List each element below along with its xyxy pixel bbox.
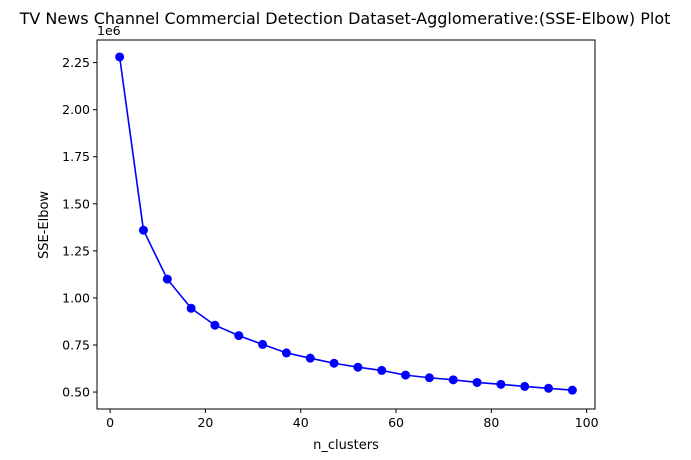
y-tick-label: 2.00 <box>62 102 90 117</box>
x-tick-label: 20 <box>197 415 213 430</box>
data-point <box>162 274 172 284</box>
y-tick-label: 1.25 <box>62 243 90 258</box>
data-point <box>448 375 458 385</box>
data-point <box>138 225 148 235</box>
data-point <box>377 365 387 375</box>
series-group <box>115 52 577 395</box>
data-point <box>258 339 268 349</box>
data-point <box>281 348 291 358</box>
y-axis-offset-label: 1e6 <box>97 23 121 38</box>
data-point <box>401 370 411 380</box>
y-tick-label: 0.50 <box>62 385 90 400</box>
x-axis-label: n_clusters <box>313 438 379 453</box>
data-point <box>186 303 196 313</box>
data-point <box>353 362 363 372</box>
data-point <box>115 52 125 62</box>
y-axis-label: SSE-Elbow <box>37 191 52 259</box>
chart-title: TV News Channel Commercial Detection Dat… <box>19 9 671 28</box>
data-point <box>424 373 434 383</box>
data-point <box>567 385 577 395</box>
plot-area <box>96 39 596 410</box>
y-axis: 0.50 0.75 1.00 1.25 1.50 1.75 2.00 2.25 <box>62 55 97 400</box>
data-point <box>329 358 339 368</box>
y-tick-label: 1.00 <box>62 290 90 305</box>
y-tick-label: 1.50 <box>62 196 90 211</box>
data-point <box>210 320 220 330</box>
data-point <box>496 379 506 389</box>
data-point <box>520 381 530 391</box>
y-tick-label: 2.25 <box>62 55 90 70</box>
data-point <box>544 383 554 393</box>
x-tick-label: 60 <box>388 415 404 430</box>
data-point <box>305 353 315 363</box>
x-axis: 0 20 40 60 80 100 <box>106 409 599 430</box>
x-tick-label: 0 <box>106 415 114 430</box>
x-tick-label: 40 <box>293 415 309 430</box>
y-tick-label: 0.75 <box>62 337 90 352</box>
data-point <box>472 377 482 387</box>
x-tick-label: 80 <box>483 415 499 430</box>
y-tick-label: 1.75 <box>62 149 90 164</box>
x-tick-label: 100 <box>575 415 599 430</box>
data-point <box>234 331 244 341</box>
